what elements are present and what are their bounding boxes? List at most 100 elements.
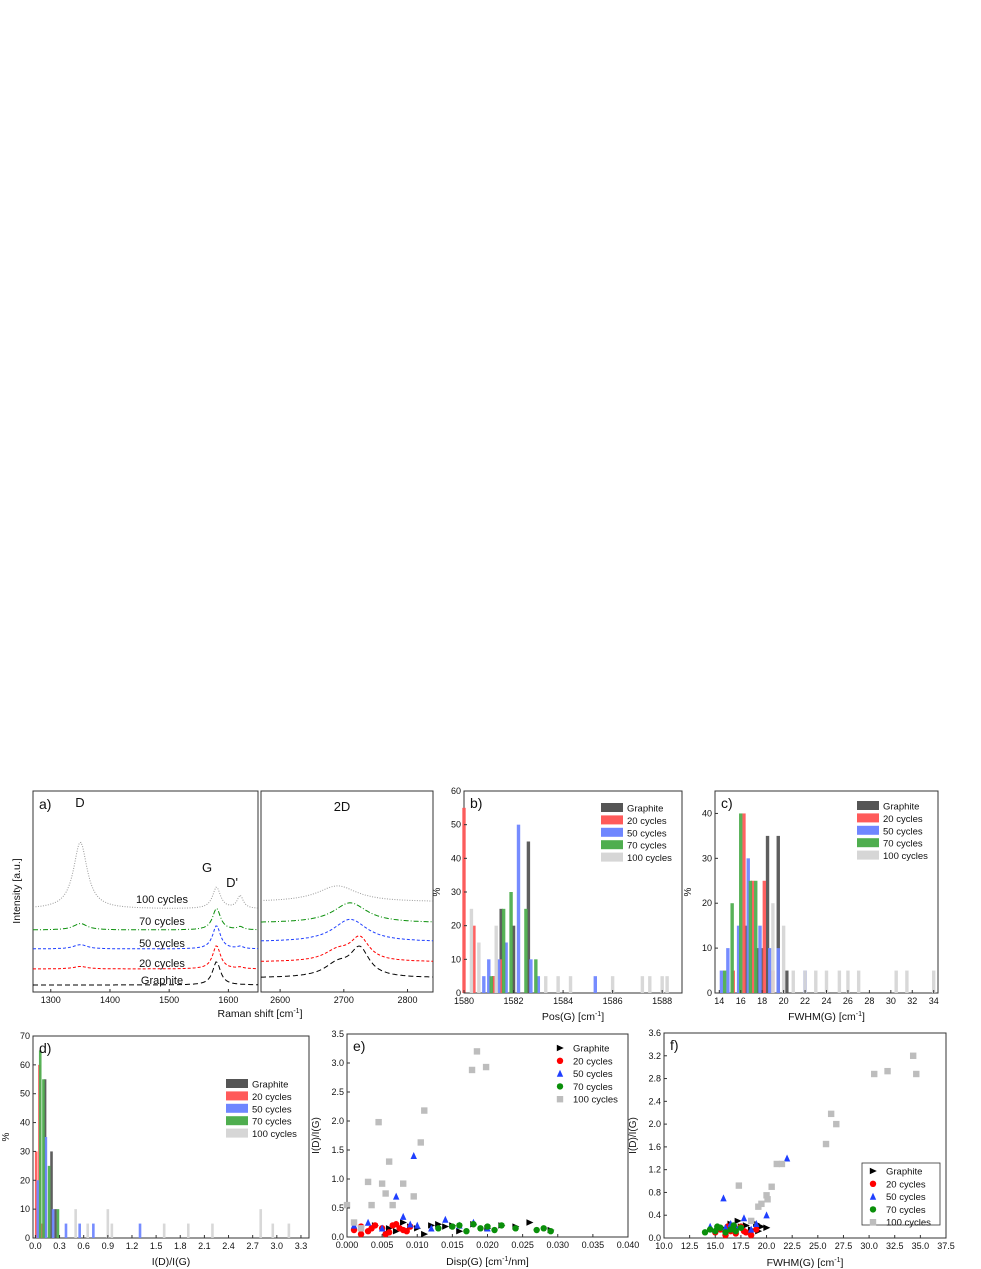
y-tick-label: 3.5 bbox=[331, 1029, 344, 1039]
legend-label: 70 cycles bbox=[886, 1205, 926, 1216]
x-tick-label: 34 bbox=[929, 996, 939, 1006]
data-point bbox=[747, 1231, 755, 1239]
bar bbox=[492, 976, 496, 993]
x-tick-label: 1500 bbox=[159, 995, 179, 1005]
legend-label: Graphite bbox=[573, 1044, 609, 1055]
data-point bbox=[368, 1225, 375, 1232]
x-tick-label: 3.3 bbox=[295, 1241, 308, 1251]
plot-frame bbox=[260, 790, 434, 993]
data-point bbox=[400, 1219, 407, 1226]
data-point bbox=[343, 1201, 351, 1209]
bar bbox=[42, 1079, 45, 1238]
x-tick-label: 2800 bbox=[398, 995, 418, 1005]
data-point bbox=[556, 1057, 564, 1065]
data-point bbox=[473, 1048, 481, 1055]
legend-label: 100 cycles bbox=[252, 1129, 297, 1140]
peak-label: G bbox=[202, 860, 212, 875]
bar bbox=[499, 908, 503, 993]
bar bbox=[50, 1151, 53, 1238]
bar bbox=[719, 970, 724, 993]
x-tick-label: 0.015 bbox=[441, 1240, 464, 1250]
bar bbox=[271, 1223, 275, 1238]
x-tick-label: 1300 bbox=[41, 995, 61, 1005]
y-tick-label: 30 bbox=[451, 887, 461, 897]
bar bbox=[51, 1209, 55, 1238]
data-point bbox=[396, 1225, 403, 1232]
bar bbox=[726, 948, 730, 993]
y-tick-label: 20 bbox=[702, 898, 712, 908]
bar bbox=[469, 908, 474, 993]
y-tick-label: 0.4 bbox=[648, 1210, 661, 1220]
y-tick-label: 1.5 bbox=[331, 1145, 344, 1155]
bar bbox=[524, 908, 528, 993]
bar bbox=[568, 976, 573, 993]
bar bbox=[837, 970, 842, 993]
x-tick-label: 1582 bbox=[504, 996, 524, 1006]
y-tick-label: 30 bbox=[20, 1146, 30, 1156]
y-axis-label: Intensity [a.u.] bbox=[11, 858, 23, 923]
x-tick-label: 2600 bbox=[270, 995, 290, 1005]
y-tick-label: 50 bbox=[20, 1089, 30, 1099]
bar bbox=[556, 976, 560, 993]
data-point bbox=[382, 1190, 389, 1197]
bar bbox=[499, 959, 503, 993]
y-tick-label: 2.4 bbox=[648, 1096, 661, 1106]
bar bbox=[92, 1223, 95, 1238]
legend-swatch bbox=[226, 1079, 248, 1088]
data-point bbox=[701, 1229, 709, 1236]
data-point bbox=[773, 1160, 780, 1168]
panel-f: 10.0 12.5 15.0 17.5 20.0 22.5 25.0 27.5 30.0 32.5… bbox=[628, 1028, 955, 1269]
data-point bbox=[435, 1225, 442, 1232]
series-label: 20 cycles bbox=[139, 958, 185, 970]
bar bbox=[47, 1165, 51, 1238]
bar bbox=[754, 880, 758, 993]
legend-swatch bbox=[601, 803, 623, 812]
legend-swatch bbox=[601, 852, 623, 862]
bar bbox=[905, 970, 909, 993]
y-tick-label: 0.8 bbox=[648, 1187, 661, 1197]
data-point bbox=[417, 1139, 424, 1146]
bar bbox=[776, 948, 780, 993]
bar bbox=[932, 970, 936, 993]
x-tick-label: 12.5 bbox=[681, 1241, 699, 1251]
data-point bbox=[758, 1223, 766, 1230]
series-label: 100 cycles bbox=[136, 894, 188, 906]
bar bbox=[138, 1223, 142, 1238]
bar bbox=[544, 976, 548, 993]
plot-frame bbox=[32, 1035, 310, 1239]
data-point bbox=[421, 1107, 428, 1114]
data-point bbox=[737, 1224, 745, 1231]
data-point bbox=[827, 1110, 835, 1118]
data-point bbox=[722, 1229, 729, 1236]
bar bbox=[56, 1209, 60, 1238]
legend-swatch bbox=[857, 801, 879, 810]
bar bbox=[824, 970, 829, 993]
data-point bbox=[714, 1223, 721, 1230]
bar bbox=[477, 942, 481, 993]
bar bbox=[894, 970, 898, 993]
bar bbox=[110, 1223, 114, 1238]
bar bbox=[781, 925, 786, 993]
y-tick-label: 0 bbox=[456, 988, 461, 998]
bar bbox=[785, 970, 789, 993]
bar bbox=[665, 976, 669, 993]
x-tick-label: 0.6 bbox=[77, 1241, 90, 1251]
bar bbox=[529, 959, 533, 993]
y-tick-label: 70 bbox=[20, 1031, 30, 1041]
x-tick-label: 14 bbox=[714, 996, 724, 1006]
legend-swatch bbox=[601, 827, 623, 837]
peak-label: 2D bbox=[334, 799, 351, 814]
x-tick-label: 18 bbox=[757, 996, 767, 1006]
data-point bbox=[449, 1223, 456, 1230]
bar bbox=[187, 1223, 190, 1238]
x-axis-label: FWHM(G) [cm-1] bbox=[788, 1011, 865, 1023]
legend-label: 70 cycles bbox=[627, 841, 667, 852]
peak-label: D' bbox=[226, 875, 238, 890]
bar bbox=[78, 1223, 81, 1238]
y-axis-label: I(D)/I(G) bbox=[628, 1117, 639, 1154]
data-point bbox=[421, 1230, 429, 1238]
bar bbox=[54, 1209, 57, 1238]
series-label: 70 cycles bbox=[139, 916, 185, 928]
bar bbox=[814, 970, 818, 993]
legend-label: 20 cycles bbox=[627, 816, 667, 827]
